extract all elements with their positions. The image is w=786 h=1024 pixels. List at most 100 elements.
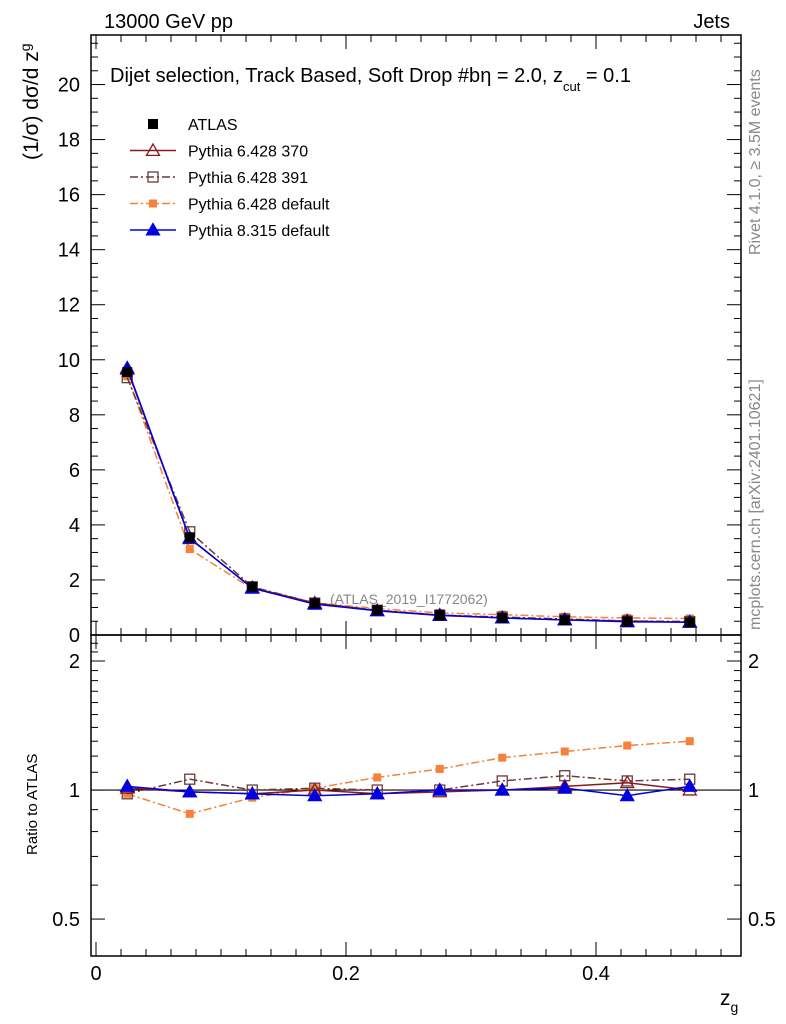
- ratio-y-tick-label-right: 1: [748, 780, 759, 802]
- mcplots-label: mcplots.cern.ch [arXiv:2401.10621]: [747, 379, 764, 630]
- legend-label: Pythia 6.428 default: [188, 197, 330, 214]
- legend-entry: Pythia 6.428 default: [130, 197, 330, 214]
- legend-label: Pythia 8.315 default: [188, 223, 330, 240]
- ratio-series-line: [127, 785, 690, 797]
- plot-title-value: = 0.1: [580, 65, 631, 87]
- ratio-series-layer: [119, 737, 698, 818]
- series-line: [126, 367, 690, 623]
- analysis-label: (ATLAS_2019_I1772062): [330, 591, 488, 607]
- x-axis-label-subscript: g: [731, 999, 739, 1015]
- y-tick-label: 8: [69, 405, 80, 427]
- data-point: [557, 780, 573, 794]
- data-point: [122, 367, 133, 378]
- series-atlas: [122, 367, 695, 628]
- data-point: [372, 605, 383, 616]
- ratio-series-line: [127, 740, 690, 815]
- ratio-series-pythia-6-428-default: [123, 737, 694, 818]
- ratio-y-tick-label: 0.5: [52, 909, 80, 931]
- series-pythia-6-428-391: [121, 372, 696, 628]
- plot-title-eta: η = 2.0, z: [480, 65, 563, 87]
- data-point: [682, 778, 698, 792]
- x-axis-label-main: z: [720, 987, 731, 1010]
- y-tick-label: 14: [58, 240, 80, 262]
- data-point: [619, 787, 635, 802]
- y-tick-label: 0: [69, 625, 80, 647]
- data-point: [185, 545, 194, 554]
- data-point: [147, 171, 159, 183]
- y-tick-label: 16: [58, 185, 80, 207]
- data-point: [498, 753, 507, 762]
- legend-label: ATLAS: [188, 117, 238, 134]
- plot-title-main: Dijet selection, Track Based, Soft Drop …: [110, 65, 480, 87]
- series-line: [126, 377, 690, 623]
- data-point: [373, 773, 382, 782]
- ratio-series-line: [127, 774, 690, 795]
- x-axis-label: zg: [720, 987, 738, 1015]
- data-point: [685, 737, 694, 746]
- data-point: [560, 747, 569, 756]
- data-point: [432, 782, 448, 796]
- y-axis-label-subscript: g: [17, 43, 33, 51]
- legend-entry: Pythia 6.428 391: [130, 170, 308, 187]
- data-point: [145, 222, 161, 236]
- data-point: [149, 199, 157, 208]
- data-point: [145, 142, 161, 157]
- rivet-label: Rivet 4.1.0, ≥ 3.5M events: [747, 69, 764, 255]
- data-point: [369, 785, 385, 800]
- legend-entry: Pythia 6.428 370: [130, 142, 308, 161]
- legend-entry: ATLAS: [148, 117, 238, 134]
- legend-label: Pythia 6.428 370: [188, 144, 308, 161]
- ratio-y-tick-label: 2: [69, 651, 80, 673]
- process-label: Jets: [693, 11, 730, 33]
- data-point: [148, 119, 158, 129]
- legend: ATLAS Pythia 6.428 370 Pythia 6.428 391 Pyt…: [130, 117, 330, 240]
- y-tick-label: 2: [69, 570, 80, 592]
- data-point: [434, 610, 445, 621]
- data-point: [244, 785, 260, 800]
- data-point: [619, 774, 635, 789]
- data-point: [309, 598, 320, 609]
- series-pythia-8-315-default: [119, 360, 698, 628]
- data-point: [184, 532, 195, 543]
- y-axis-label: (1/σ) dσ/d zg: [17, 43, 43, 160]
- y-tick-label: 10: [58, 350, 80, 372]
- x-tick-label: 0: [90, 963, 101, 985]
- data-point: [119, 778, 135, 792]
- legend-label: Pythia 6.428 391: [188, 170, 308, 187]
- data-point: [559, 615, 570, 626]
- data-point: [497, 612, 508, 623]
- series-line: [126, 369, 690, 624]
- series-pythia-6-428-default: [123, 372, 694, 623]
- ratio-y-tick-label-right: 2: [748, 651, 759, 673]
- ratio-y-tick-label-right: 0.5: [748, 909, 776, 931]
- ratio-plot-frame: [90, 634, 742, 957]
- data-point: [247, 581, 258, 592]
- data-point: [623, 741, 632, 750]
- plot-title-cut-subscript: cut: [563, 79, 581, 94]
- y-tick-label: 6: [69, 460, 80, 482]
- legend-entry: Pythia 8.315 default: [130, 222, 330, 240]
- main-series-layer: [119, 360, 698, 628]
- series-pythia-6-428-370: [119, 361, 698, 628]
- y-tick-label: 12: [58, 295, 80, 317]
- data-point: [684, 617, 695, 628]
- y-tick-label: 20: [58, 75, 80, 97]
- series-line: [126, 376, 690, 620]
- y-tick-label: 4: [69, 515, 80, 537]
- x-tick-label: 0.4: [582, 963, 610, 985]
- data-point: [307, 787, 323, 802]
- ratio-series-pythia-6-428-391: [121, 770, 696, 800]
- y-axis-label-main: (1/σ) dσ/d z: [20, 51, 43, 160]
- data-point: [622, 616, 633, 627]
- ratio-axes: 0 0.2 0.4 0.5 0.5 1 1 2 2: [52, 635, 776, 985]
- data-point: [494, 782, 510, 796]
- data-point: [435, 764, 444, 773]
- plot-title: Dijet selection, Track Based, Soft Drop …: [110, 65, 631, 94]
- collider-label: 13000 GeV pp: [104, 11, 233, 33]
- x-tick-label: 0.2: [332, 963, 360, 985]
- ratio-series-pythia-8-315-default: [119, 778, 698, 802]
- ratio-y-tick-label: 1: [69, 780, 80, 802]
- y-tick-label: 18: [58, 130, 80, 152]
- main-axes: 0 2 4 6 8 10 12 14 16 18 20: [58, 35, 741, 647]
